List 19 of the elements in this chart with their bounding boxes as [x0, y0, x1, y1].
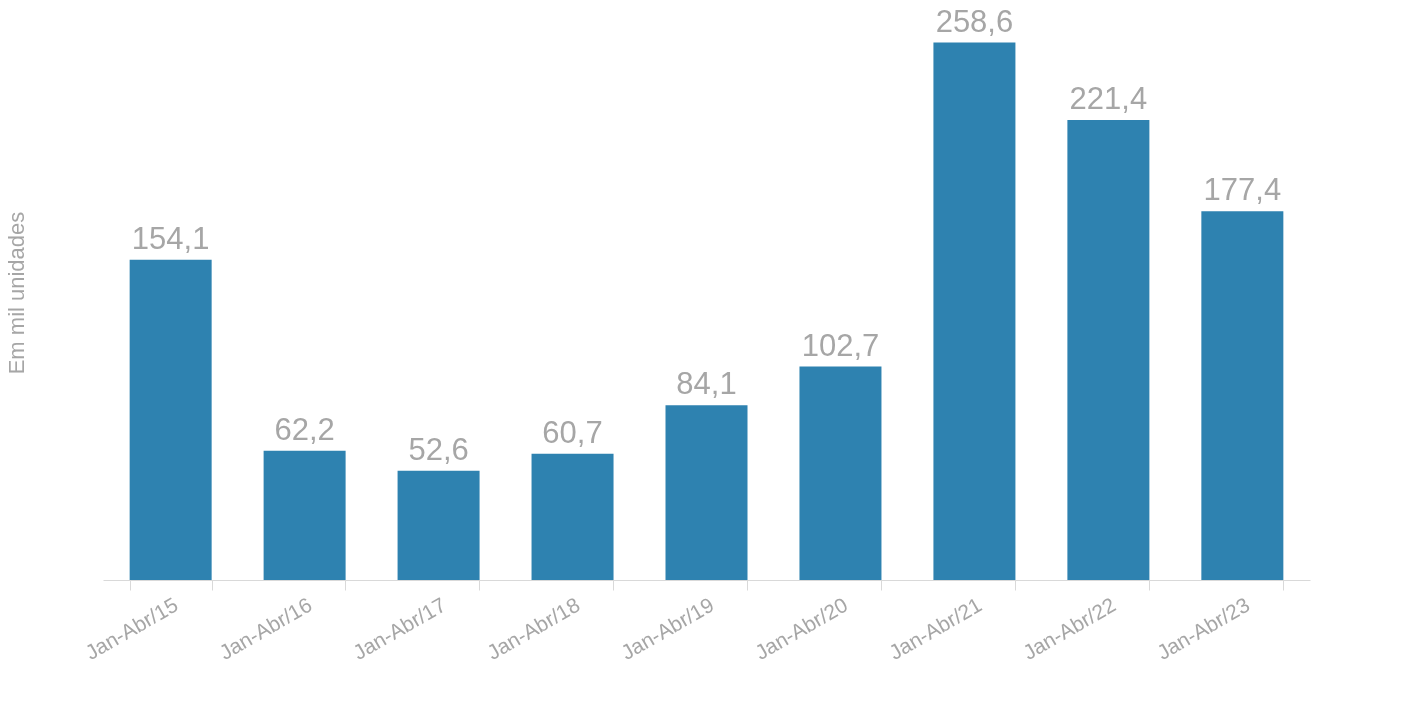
bar [1067, 119, 1150, 580]
data-label: 84,1 [676, 366, 737, 402]
data-label: 52,6 [408, 431, 469, 467]
data-label: 62,2 [274, 411, 335, 447]
y-axis-title: Em mil unidades [3, 211, 29, 375]
bar [665, 405, 748, 580]
bar [933, 42, 1016, 580]
bar [1201, 211, 1284, 580]
data-label: 258,6 [935, 3, 1014, 39]
data-label: 221,4 [1069, 80, 1148, 116]
bar [397, 470, 480, 580]
data-label: 154,1 [131, 220, 210, 256]
data-label: 60,7 [542, 414, 603, 450]
data-label: 177,4 [1203, 172, 1282, 208]
bar [263, 450, 346, 580]
data-label: 102,7 [801, 327, 880, 363]
bar [129, 259, 212, 580]
bar [531, 453, 614, 580]
bar [799, 366, 882, 580]
